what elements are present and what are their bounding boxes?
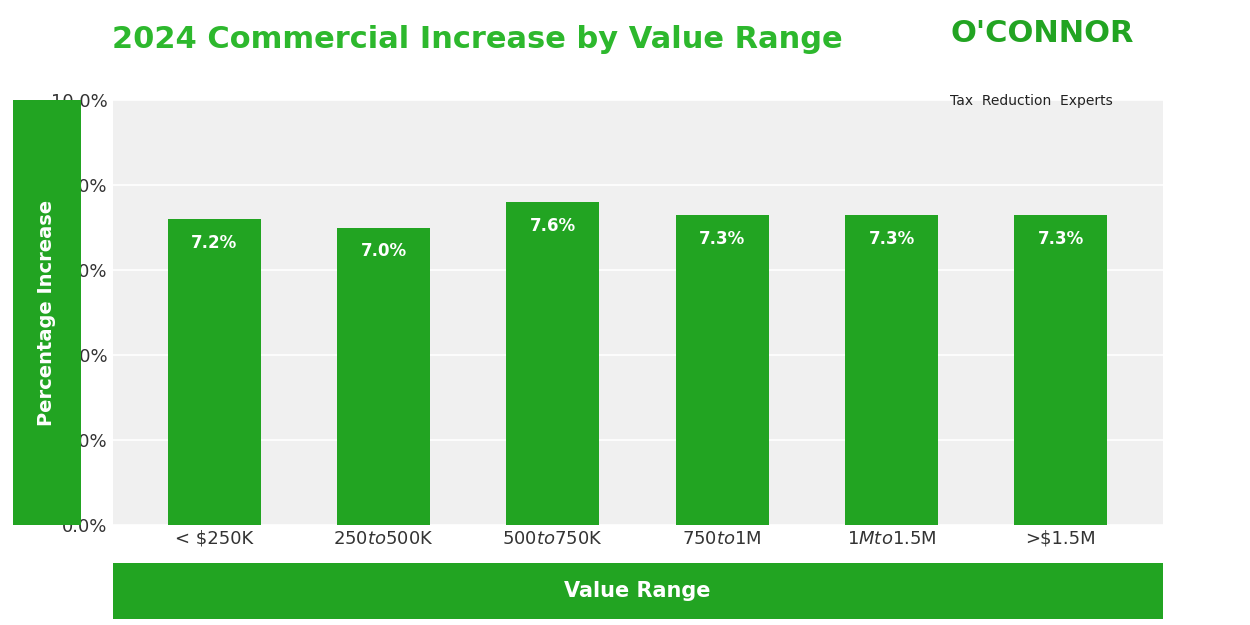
Bar [506, 202, 600, 525]
Text: Tax  Reduction  Experts: Tax Reduction Experts [950, 94, 1112, 108]
Bar [168, 219, 261, 525]
Text: Value Range: Value Range [564, 581, 711, 601]
Text: 7.3%: 7.3% [699, 229, 745, 248]
Text: O'CONNOR: O'CONNOR [950, 19, 1134, 48]
Text: 2024 Commercial Increase by Value Range: 2024 Commercial Increase by Value Range [112, 25, 843, 54]
Text: 7.0%: 7.0% [360, 242, 406, 261]
Bar [1014, 215, 1108, 525]
Text: 7.3%: 7.3% [1038, 229, 1084, 248]
Text: 7.3%: 7.3% [869, 229, 915, 248]
Text: 7.2%: 7.2% [191, 234, 238, 252]
Bar [845, 215, 938, 525]
Text: Percentage Increase: Percentage Increase [38, 199, 56, 426]
Bar [338, 228, 430, 525]
Bar [675, 215, 769, 525]
Text: 7.6%: 7.6% [530, 217, 576, 235]
